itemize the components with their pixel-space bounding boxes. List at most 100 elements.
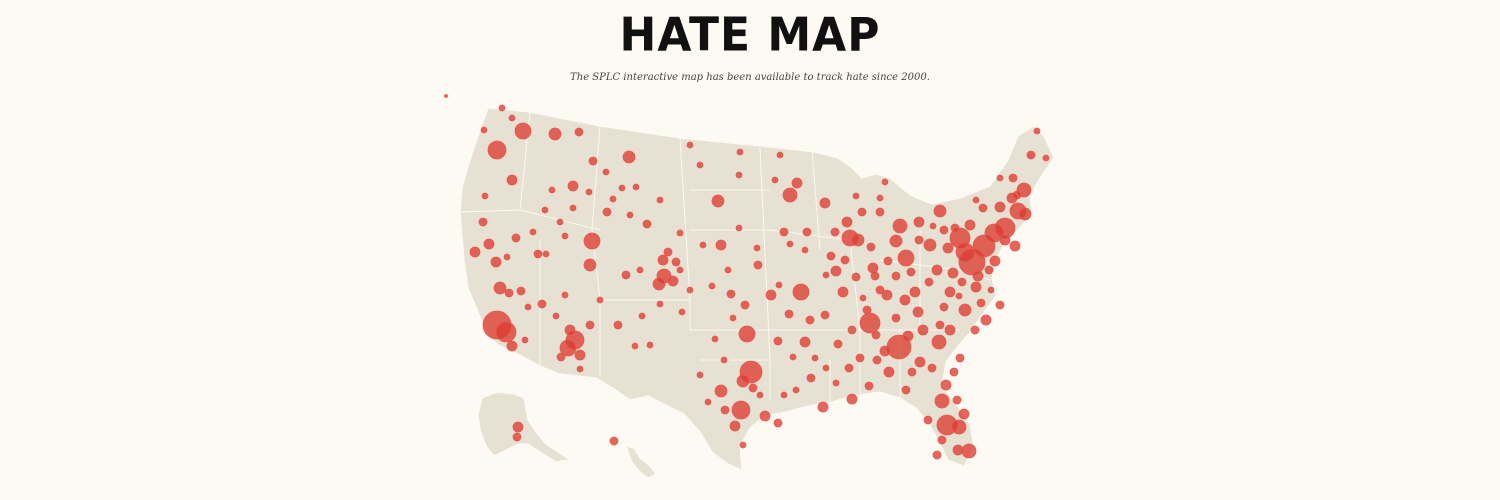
hate-group-marker[interactable]	[940, 379, 952, 391]
hate-group-marker[interactable]	[524, 303, 532, 311]
hate-group-marker[interactable]	[1026, 150, 1036, 160]
hate-group-marker[interactable]	[483, 238, 495, 250]
hate-group-marker[interactable]	[642, 219, 652, 229]
hate-group-marker[interactable]	[504, 288, 514, 298]
hate-group-marker[interactable]	[872, 355, 882, 365]
hate-group-marker[interactable]	[533, 249, 543, 259]
hate-group-marker[interactable]	[583, 232, 601, 250]
hate-group-marker[interactable]	[1009, 240, 1021, 252]
hate-group-marker[interactable]	[892, 218, 908, 234]
hate-group-marker[interactable]	[806, 373, 816, 383]
hate-group-marker[interactable]	[958, 408, 970, 420]
hate-group-marker[interactable]	[909, 286, 921, 298]
hate-group-marker[interactable]	[805, 315, 815, 325]
hate-group-marker[interactable]	[676, 266, 684, 274]
hate-group-marker[interactable]	[826, 251, 836, 261]
hate-group-marker[interactable]	[726, 289, 736, 299]
hate-group-marker[interactable]	[626, 211, 634, 219]
hate-group-marker[interactable]	[923, 238, 937, 252]
hate-group-marker[interactable]	[756, 391, 764, 399]
hate-group-marker[interactable]	[714, 384, 728, 398]
hate-group-marker[interactable]	[585, 320, 595, 330]
hate-group-marker[interactable]	[897, 249, 915, 267]
hate-group-marker[interactable]	[871, 330, 881, 340]
hate-group-marker[interactable]	[923, 415, 933, 425]
hate-group-marker[interactable]	[937, 435, 947, 445]
hate-group-marker[interactable]	[771, 176, 779, 184]
hate-group-marker[interactable]	[952, 395, 962, 405]
hate-group-marker[interactable]	[444, 94, 448, 98]
hate-group-marker[interactable]	[602, 207, 612, 217]
hate-group-marker[interactable]	[498, 104, 506, 112]
hate-group-marker[interactable]	[711, 335, 719, 343]
hate-group-marker[interactable]	[978, 203, 988, 213]
hate-group-marker[interactable]	[902, 330, 914, 342]
hate-group-marker[interactable]	[548, 127, 562, 141]
hate-group-marker[interactable]	[765, 289, 777, 301]
hate-group-marker[interactable]	[881, 178, 889, 186]
hate-group-marker[interactable]	[569, 204, 577, 212]
hate-group-marker[interactable]	[906, 267, 916, 277]
hate-group-marker[interactable]	[632, 183, 640, 191]
hate-group-marker[interactable]	[883, 256, 893, 266]
hate-group-marker[interactable]	[495, 321, 517, 343]
hate-group-marker[interactable]	[574, 349, 586, 361]
hate-group-marker[interactable]	[561, 291, 569, 299]
hate-group-marker[interactable]	[934, 393, 950, 409]
hate-group-marker[interactable]	[994, 201, 1006, 213]
hate-group-marker[interactable]	[506, 340, 518, 352]
hate-group-marker[interactable]	[720, 356, 728, 364]
hate-group-marker[interactable]	[559, 339, 577, 357]
hate-group-marker[interactable]	[935, 320, 945, 330]
hate-group-marker[interactable]	[613, 320, 623, 330]
hate-group-marker[interactable]	[480, 126, 488, 134]
hate-group-marker[interactable]	[753, 260, 763, 270]
hate-group-marker[interactable]	[738, 325, 756, 343]
hate-group-marker[interactable]	[984, 265, 994, 275]
hate-group-marker[interactable]	[955, 353, 965, 363]
hate-group-marker[interactable]	[929, 222, 937, 230]
hate-group-marker[interactable]	[876, 194, 884, 202]
hate-group-marker[interactable]	[729, 314, 737, 322]
hate-group-marker[interactable]	[891, 313, 901, 323]
hate-group-marker[interactable]	[801, 246, 809, 254]
hate-group-marker[interactable]	[759, 410, 771, 422]
hate-group-marker[interactable]	[556, 352, 566, 362]
hate-group-marker[interactable]	[542, 250, 550, 258]
hate-group-marker[interactable]	[875, 285, 885, 295]
hate-group-marker[interactable]	[819, 197, 831, 209]
hate-group-marker[interactable]	[866, 242, 876, 252]
hate-group-marker[interactable]	[907, 367, 917, 377]
hate-group-marker[interactable]	[792, 283, 810, 301]
hate-group-marker[interactable]	[667, 275, 679, 287]
hate-group-marker[interactable]	[469, 246, 481, 258]
hate-group-marker[interactable]	[731, 400, 751, 420]
hate-group-marker[interactable]	[987, 286, 995, 294]
hate-group-marker[interactable]	[870, 271, 880, 281]
hate-group-marker[interactable]	[696, 161, 704, 169]
hate-group-marker[interactable]	[503, 253, 511, 261]
hate-group-marker[interactable]	[899, 294, 911, 306]
hate-group-marker[interactable]	[541, 206, 549, 214]
hate-group-marker[interactable]	[493, 281, 507, 295]
hate-group-marker[interactable]	[481, 192, 489, 200]
hate-group-marker[interactable]	[753, 244, 761, 252]
hate-group-marker[interactable]	[676, 229, 684, 237]
hate-group-marker[interactable]	[678, 308, 686, 316]
hate-group-marker[interactable]	[621, 270, 631, 280]
hate-group-marker[interactable]	[867, 262, 879, 274]
hate-group-marker[interactable]	[636, 266, 644, 274]
hate-group-marker[interactable]	[1042, 154, 1050, 162]
hate-group-marker[interactable]	[952, 444, 964, 456]
hate-group-marker[interactable]	[917, 324, 929, 336]
hate-group-marker[interactable]	[811, 354, 819, 362]
hate-group-marker[interactable]	[511, 233, 521, 243]
hate-group-marker[interactable]	[609, 436, 619, 446]
hate-group-marker[interactable]	[972, 196, 980, 204]
hate-group-marker[interactable]	[724, 266, 732, 274]
hate-group-marker[interactable]	[927, 363, 937, 373]
hate-group-marker[interactable]	[976, 298, 986, 308]
hate-group-marker[interactable]	[609, 195, 617, 203]
hate-group-marker[interactable]	[564, 324, 576, 336]
hate-group-marker[interactable]	[830, 227, 840, 237]
